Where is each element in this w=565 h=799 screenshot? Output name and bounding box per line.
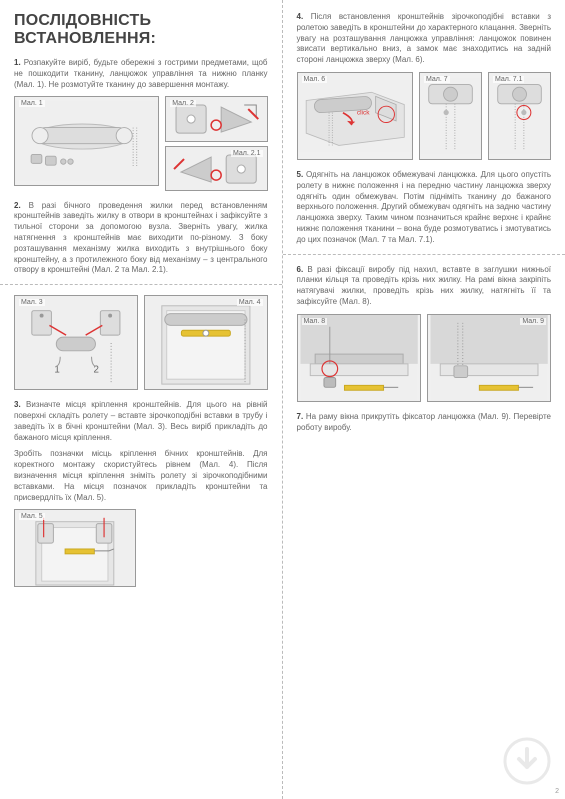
separator (283, 254, 565, 255)
fig-row-1: Мал. 1 Мал. 2 (14, 96, 268, 190)
fig-label: Мал. 2 (170, 100, 196, 107)
figure-7: Мал. 7 (419, 72, 482, 160)
fig-label: Мал. 8 (302, 318, 328, 325)
step-5: 5. Одягніть на ланцюжок обмежувачі ланцю… (297, 170, 552, 246)
fig-label: Мал. 2.1 (231, 150, 263, 157)
figure-2-1: Мал. 2.1 (165, 146, 267, 191)
step-2: 2. В разі бічного проведення жилки перед… (14, 201, 268, 277)
figure-7-1: Мал. 7.1 (488, 72, 551, 160)
fig-label: Мал. 5 (19, 513, 45, 520)
fig-row-4: Мал. 6 click Мал. 7 (297, 72, 552, 160)
step-6: 6. В разі фіксації виробу під нахил, вст… (297, 265, 552, 308)
fig-row-5: Мал. 8 Мал. 9 (297, 314, 552, 402)
fig-label: Мал. 3 (19, 299, 45, 306)
figure-6: Мал. 6 click (297, 72, 413, 160)
fig-label: Мал. 4 (237, 299, 263, 306)
fig-label: Мал. 1 (19, 100, 45, 107)
fig-label: Мал. 6 (302, 76, 328, 83)
fig-row-3: Мал. 5 (14, 509, 268, 587)
fig-label: Мал. 7 (424, 76, 450, 83)
figure-8: Мал. 8 (297, 314, 421, 402)
watermark-icon (503, 737, 551, 785)
fig-label: Мал. 9 (520, 318, 546, 325)
figure-3: Мал. 3 1 2 (14, 295, 138, 390)
figure-4: Мал. 4 (144, 295, 268, 390)
figure-2: Мал. 2 (165, 96, 267, 141)
figure-1: Мал. 1 (14, 96, 159, 186)
figure-9: Мал. 9 (427, 314, 551, 402)
figure-5: Мал. 5 (14, 509, 136, 587)
page-title: ПОСЛІДОВНІСТЬ ВСТАНОВЛЕННЯ: (14, 12, 268, 48)
page-number: 2 (555, 788, 559, 795)
fig-row-2: Мал. 3 1 2 Мал. 4 (14, 295, 268, 390)
step-3b: Зробіть позначки місць кріплення бічних … (14, 449, 268, 503)
step-7: 7. На раму вікна прикрутіть фіксатор лан… (297, 412, 552, 434)
click-label: click (356, 109, 369, 116)
step-4: 4. Після встановлення кронштейнів зірочк… (297, 12, 552, 66)
right-column: 4. Після встановлення кронштейнів зірочк… (283, 0, 565, 799)
fig-label: Мал. 7.1 (493, 76, 525, 83)
step-3a: 3. Визначте місця кріплення кронштейнів.… (14, 400, 268, 443)
left-column: ПОСЛІДОВНІСТЬ ВСТАНОВЛЕННЯ: 1. Розпакуйт… (0, 0, 283, 799)
fig1-svg (15, 97, 158, 185)
step-1: 1. Розпакуйте виріб, будьте обережні з г… (14, 58, 268, 90)
separator (0, 284, 282, 285)
